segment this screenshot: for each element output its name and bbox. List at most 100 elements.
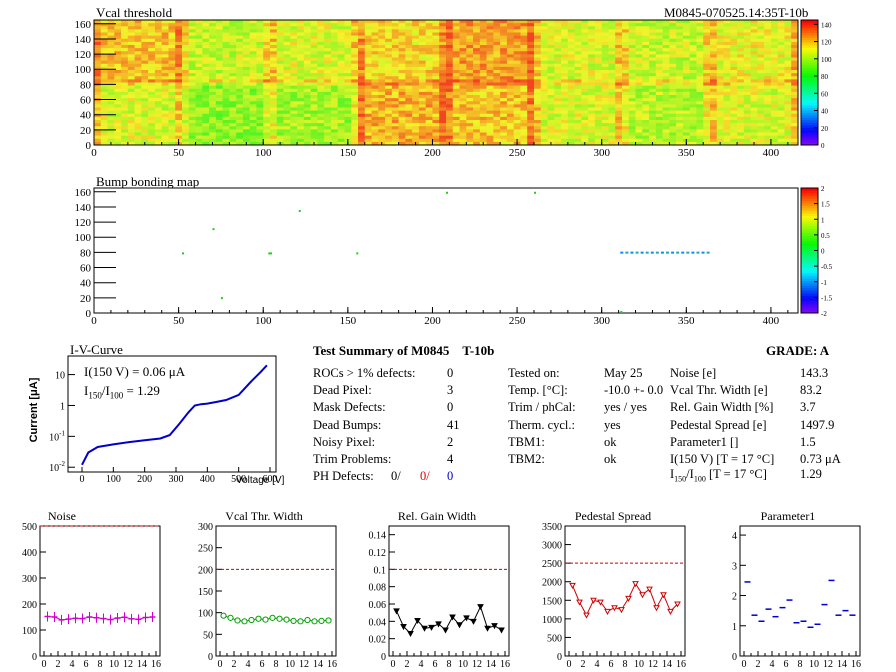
bump-dot [268, 252, 271, 255]
data-point [674, 601, 681, 608]
plot-xtick: 8 [98, 659, 103, 670]
plot-title: Vcal Thr. Width [225, 509, 302, 523]
vcal-colorbar-tick: 80 [821, 73, 829, 81]
summary-mid-row: TBM2: ok [508, 452, 617, 467]
bump-dot [676, 251, 680, 254]
vcal-xtick: 400 [763, 147, 780, 159]
plot-ytick: 200 [22, 600, 37, 611]
vcal-colorbar-tick: 0 [821, 142, 825, 150]
iv-xtick: 200 [137, 474, 152, 485]
summary-mid-value: ok [604, 434, 617, 449]
summary-left-row: Mask Defects: 0 [313, 400, 453, 415]
summary-mid-row: Tested on: May 25 [508, 366, 643, 381]
bump-dot [270, 252, 272, 255]
bump-dot [701, 251, 705, 254]
iv-xtick: 600 [263, 474, 278, 485]
data-point [470, 618, 477, 625]
data-point [449, 614, 456, 621]
bump-dot [671, 251, 675, 254]
vcal-colorbar-tick: 20 [821, 125, 829, 133]
bump-dot [660, 251, 664, 254]
summary-title: Test Summary of M0845 T-10b [313, 343, 495, 358]
plot-xtick: 8 [798, 659, 803, 670]
data-point [456, 622, 463, 629]
summary-left-label: Noisy Pixel: [313, 434, 376, 449]
bump-dot [650, 251, 654, 254]
plot-xtick: 10 [458, 659, 468, 670]
plot-ytick: 3 [732, 561, 737, 572]
bump-xtick: 400 [763, 315, 780, 327]
vcal-colorbar-tick: 140 [821, 21, 832, 29]
bump-colorbar-tick: -1 [821, 279, 827, 287]
data-point [639, 592, 646, 599]
summary-left-row: ROCs > 1% defects: 0 [313, 366, 453, 381]
plot-ytick: 0.08 [369, 583, 387, 594]
vcal-ytick: 0 [86, 140, 92, 152]
summary-left-value: 0 [447, 400, 454, 415]
vcal-xtick: 50 [173, 147, 185, 159]
plot-ytick: 250 [198, 544, 213, 555]
summary-right-value: 143.3 [800, 366, 829, 380]
plot-ytick: 400 [22, 548, 37, 559]
bump-colorbar-tick: -2 [821, 310, 827, 318]
iv-ytick: 1 [60, 401, 65, 412]
bump-dot [625, 251, 629, 254]
summary-left-value: 2 [447, 434, 454, 449]
plot-ytick: 100 [198, 609, 213, 620]
vcal-xtick: 100 [255, 147, 272, 159]
bump-ytick: 60 [80, 263, 92, 275]
plot-xtick: 6 [784, 659, 789, 670]
bump-xtick: 350 [678, 315, 695, 327]
summary-mid-label: TBM2: [508, 452, 545, 466]
plot-rel-gain-width: Rel. Gain Width 0 0.02 0.04 0.06 0.08 0.1 0.12 0… [369, 509, 511, 670]
bump-dot [681, 251, 685, 254]
bump-dot [696, 251, 700, 254]
data-point [220, 612, 227, 619]
plot-ytick: 50 [203, 630, 213, 641]
plot-xtick: 14 [662, 659, 672, 670]
plot-ytick: 300 [22, 574, 37, 585]
data-point [484, 625, 491, 632]
bump-xtick: 150 [340, 315, 357, 327]
plot-xtick: 2 [232, 659, 237, 670]
data-point [498, 627, 505, 634]
bump-ytick: 120 [75, 217, 92, 229]
plot-ytick: 0 [32, 652, 37, 663]
plot-xtick: 10 [285, 659, 295, 670]
bump-xtick: 50 [173, 315, 185, 327]
data-point [421, 625, 428, 632]
data-point [311, 618, 318, 625]
series-line [396, 605, 502, 635]
vcal-xtick: 250 [509, 147, 526, 159]
summary-right-row: Vcal Thr. Width [e] 83.2 [670, 383, 822, 398]
bump-dot [182, 252, 184, 255]
data-point [428, 624, 435, 631]
iv-ytick: 10 [55, 371, 65, 382]
plot-xtick: 2 [756, 659, 761, 670]
vcal-colorbar-tick: 40 [821, 108, 829, 116]
plot-xtick: 0 [391, 659, 396, 670]
plot-xtick: 4 [770, 659, 775, 670]
vcal-xtick: 0 [91, 147, 97, 159]
plot-xtick: 0 [218, 659, 223, 670]
vcal-colorbar-tick: 60 [821, 90, 829, 98]
plot-xtick: 12 [823, 659, 833, 670]
data-point [248, 616, 255, 624]
bump-ytick: 80 [80, 247, 92, 259]
iv-ytick: 10-2 [49, 460, 65, 474]
vcal-ytick: 80 [80, 79, 92, 91]
module-label: M0845-070525.14:35T-10b [664, 5, 809, 20]
plot-ytick: 4 [732, 531, 737, 542]
summary-left-row: Dead Pixel: 3 [313, 383, 453, 398]
summary-right-row: I(150 V) [T = 17 °C] 0.73 μA [670, 452, 841, 467]
iv-annotation-current: I(150 V) = 0.06 μA [84, 364, 186, 379]
plot-xtick: 16 [676, 659, 686, 670]
summary-mid-label: Temp. [°C]: [508, 383, 568, 398]
plot-xtick: 2 [581, 659, 586, 670]
bump-colorbar-tick: 2 [821, 185, 825, 193]
data-point [304, 616, 311, 624]
data-point [625, 595, 632, 602]
series-line [572, 582, 678, 617]
plot-ytick: 0.1 [374, 565, 387, 576]
